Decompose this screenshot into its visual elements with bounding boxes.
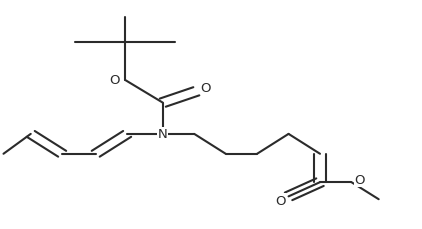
Text: O: O	[109, 74, 120, 87]
Text: N: N	[158, 128, 168, 141]
Text: O: O	[275, 194, 285, 207]
Text: O: O	[354, 173, 365, 186]
Text: O: O	[200, 81, 211, 94]
